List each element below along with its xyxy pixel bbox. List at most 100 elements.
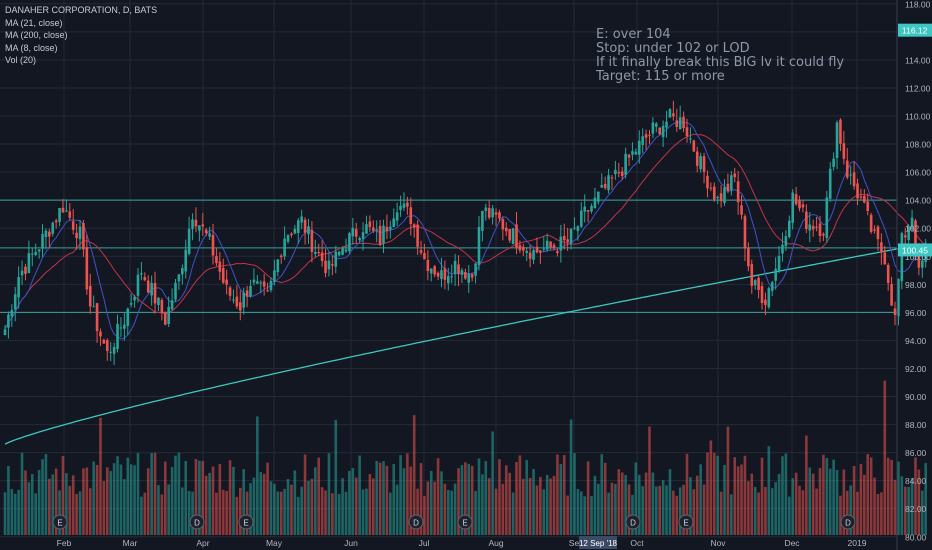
candle-body [412, 224, 416, 228]
volume-bar [900, 476, 904, 535]
event-marker [189, 514, 205, 530]
volume-bar [293, 470, 297, 535]
candle-body [637, 140, 641, 155]
candle-body [450, 276, 454, 278]
volume-bar [576, 489, 580, 535]
volume-bar [788, 496, 791, 535]
volume-bar [849, 485, 852, 535]
candle-body [733, 173, 737, 178]
volume-bar [58, 490, 61, 535]
volume-bar [658, 485, 662, 535]
volume-bar [784, 453, 788, 535]
candle-body [256, 281, 259, 284]
candle-body [378, 226, 382, 245]
volume-bar [811, 473, 815, 535]
time-tick-label: Jun [344, 538, 358, 548]
price-tick-label: 88.00 [905, 420, 927, 430]
candle-body [668, 109, 672, 118]
candle-body [600, 185, 604, 188]
candle-body [627, 154, 631, 158]
candle-body [798, 200, 801, 209]
volume-bar [450, 490, 454, 535]
volume-bar [82, 468, 85, 535]
price-candles [3, 100, 927, 365]
candle-body [259, 282, 263, 284]
candle-body [429, 268, 433, 274]
candle-body [518, 245, 522, 251]
time-tick-label: Apr [196, 538, 209, 548]
candle-body [88, 285, 92, 307]
candle-body [682, 116, 685, 129]
volume-bar [249, 483, 252, 535]
candle-body [143, 276, 147, 281]
volume-bar [730, 494, 733, 535]
note-target: Target: 115 or more [596, 69, 725, 84]
indicator-ma21[interactable]: MA (21, close) [5, 17, 63, 28]
time-axis[interactable]: Feb Mar Apr May Jun Jul Aug Se Oct Nov Dec 2019 [57, 538, 867, 548]
price-tick-label: 84.00 [905, 476, 927, 486]
candle-body [290, 233, 293, 236]
candle-body [348, 233, 351, 252]
volume-bar [7, 466, 10, 535]
candle-body [886, 264, 890, 283]
volume-bar [419, 463, 423, 535]
volume-bar [839, 495, 842, 535]
candle-body [211, 234, 215, 256]
indicator-volume[interactable]: Vol (20) [5, 55, 37, 65]
volume-bar [283, 488, 286, 535]
candle-body [245, 290, 249, 297]
candle-body [157, 297, 160, 306]
price-axis[interactable]: 80.00 82.00 84.00 86.00 88.00 90.00 92.00 94.00… [896, 0, 931, 550]
event-marker-label: D [630, 519, 636, 528]
candle-body [331, 264, 334, 266]
volume-bar [34, 493, 37, 535]
candle-body [665, 121, 668, 128]
volume-bar [429, 470, 433, 535]
volume-bar [286, 479, 290, 535]
candle-body [368, 221, 372, 228]
symbol-title[interactable]: DANAHER CORPORATION, D, BATS [5, 5, 158, 15]
candle-body [221, 267, 225, 283]
volume-bar [365, 488, 368, 535]
candle-body [880, 242, 883, 253]
volume-bar [341, 478, 344, 535]
candle-body [869, 214, 873, 232]
indicator-ma200[interactable]: MA (200, close) [5, 30, 68, 40]
candle-body [204, 229, 208, 234]
volume-bar [583, 496, 586, 535]
volume-bar [648, 426, 651, 535]
price-tick-label: 82.00 [905, 504, 927, 514]
candle-body [436, 272, 440, 277]
candle-body [576, 226, 580, 231]
time-tick-label: Dec [784, 538, 800, 548]
candle-body [447, 276, 450, 284]
volume-bar [307, 480, 310, 535]
candle-body [54, 220, 58, 223]
candle-body [900, 233, 904, 282]
candle-body [610, 177, 614, 179]
candle-body [208, 233, 211, 237]
volume-bars [3, 380, 927, 535]
volume-bar [68, 485, 72, 535]
candle-body [286, 235, 290, 242]
volume-bar [375, 460, 378, 535]
candle-body [508, 229, 511, 241]
price-tick-label: 112.00 [905, 83, 931, 93]
candle-body [126, 308, 130, 326]
event-marker-label: E [683, 519, 688, 528]
volume-bar [719, 491, 723, 535]
volume-bar [453, 483, 457, 535]
volume-bar [65, 473, 68, 535]
volume-bar [712, 452, 716, 535]
candle-body [590, 205, 593, 212]
volume-bar [51, 474, 55, 535]
volume-bar [201, 460, 205, 535]
candle-body [443, 268, 447, 280]
candle-body [92, 306, 95, 308]
indicator-ma8[interactable]: MA (8, close) [5, 42, 58, 53]
volume-bar [314, 467, 317, 535]
volume-bar [85, 467, 89, 535]
candle-body [399, 205, 402, 211]
volume-bar [95, 464, 99, 535]
